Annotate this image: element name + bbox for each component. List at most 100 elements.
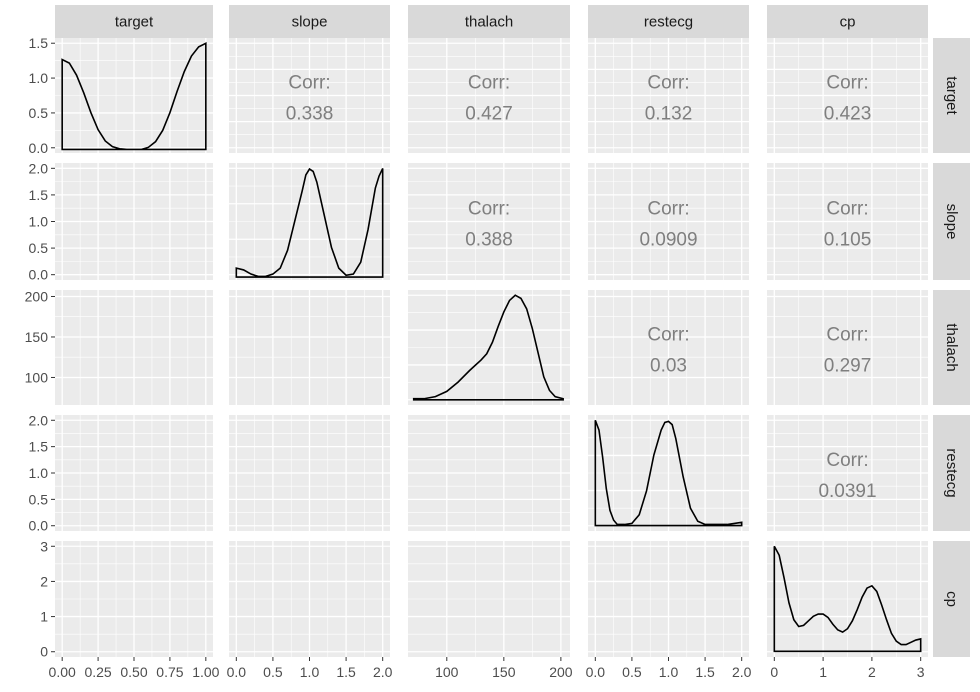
strip-top-target (55, 5, 213, 38)
corr-value: 0.427 (465, 104, 513, 125)
x-tick-label: 0.5 (263, 664, 283, 680)
panel-thalach-slope (229, 290, 390, 405)
panel-thalach-restecg: Corr: 0.03 (588, 290, 749, 405)
density-curve-slope (235, 167, 384, 278)
panel-thalach-cp: Corr: 0.297 (767, 290, 928, 405)
y-tick-label: 1.5 (29, 35, 49, 51)
panel-restecg-thalach (408, 415, 570, 531)
y-tick-label: 1 (40, 609, 48, 625)
panel-target-cp: Corr: 0.423 (767, 38, 928, 153)
density-curve-thalach (412, 294, 564, 401)
strip-top-slope (229, 5, 390, 38)
x-tick-label: 1.5 (336, 664, 356, 680)
corr-label: Corr: (826, 450, 868, 471)
strip-top-label-cp: cp (840, 14, 856, 31)
panel-restecg-target (55, 415, 213, 531)
density-curve-cp (773, 545, 922, 653)
strip-right-label-cp: cp (943, 591, 960, 607)
corr-value: 0.0391 (818, 481, 876, 502)
y-tick-label: 1.5 (29, 187, 49, 203)
panels: Corr: 0.338 Corr: 0.427 Corr: 0.132 Corr: 0.423… (55, 38, 928, 657)
x-tick-label: 1 (819, 664, 827, 680)
x-tick-label: 0.75 (156, 664, 183, 680)
strip-right-restecg (933, 415, 970, 531)
corr-label: Corr: (647, 73, 689, 94)
y-tick-label: 0.0 (29, 140, 49, 156)
x-tick-label: 2.0 (373, 664, 393, 680)
x-tick-label: 1.0 (300, 664, 320, 680)
x-tick-label: 0.5 (622, 664, 642, 680)
corr-label: Corr: (826, 325, 868, 346)
corr-value: 0.0909 (639, 230, 697, 251)
strip-right-target (933, 38, 970, 153)
corr-value: 0.338 (286, 104, 334, 125)
strip-top-thalach (408, 5, 570, 38)
x-tick-label: 0.50 (120, 664, 147, 680)
facet-strips: target slope thalach restecg cp target slope th… (55, 5, 970, 657)
strip-right-cp (933, 541, 970, 657)
x-tick-label: 3 (917, 664, 925, 680)
corr-label: Corr: (647, 325, 689, 346)
panel-cp-restecg (588, 541, 749, 657)
y-tick-label: 100 (25, 369, 49, 385)
y-tick-label: 0.0 (29, 267, 49, 283)
panel-slope-slope (229, 163, 390, 280)
y-tick-label: 0 (40, 644, 48, 660)
x-tick-label: 2 (868, 664, 876, 680)
corr-value: 0.388 (465, 230, 513, 251)
corr-value: 0.105 (824, 230, 872, 251)
y-tick-label: 1.5 (29, 439, 49, 455)
strip-top-cp (767, 5, 928, 38)
panel-slope-cp: Corr: 0.105 (767, 163, 928, 280)
corr-value: 0.132 (645, 104, 693, 125)
y-tick-label: 200 (25, 288, 49, 304)
strip-right-label-slope: slope (943, 204, 960, 240)
corr-value: 0.297 (824, 356, 872, 377)
corr-label: Corr: (826, 199, 868, 220)
corr-label: Corr: (647, 199, 689, 220)
strip-right-label-target: target (943, 76, 960, 115)
density-curve-restecg (594, 419, 743, 527)
panel-target-slope: Corr: 0.338 (229, 38, 390, 153)
corr-label: Corr: (826, 73, 868, 94)
panel-thalach-thalach (408, 290, 570, 405)
panel-cp-slope (229, 541, 390, 657)
y-tick-label: 2.0 (29, 412, 49, 428)
y-tick-label: 0.5 (29, 240, 49, 256)
axes: 0.0 0.5 1.0 1.5 0.0 0.5 1.0 1.5 2.0 100 150 200 0.0 0… (25, 35, 925, 680)
y-tick-label: 1.0 (29, 70, 49, 86)
corr-value: 0.423 (824, 104, 872, 125)
panel-target-target (55, 38, 213, 153)
y-tick-label: 150 (25, 329, 49, 345)
panel-restecg-slope (229, 415, 390, 531)
x-tick-label: 1.5 (695, 664, 715, 680)
y-tick-label: 2.0 (29, 160, 49, 176)
strip-top-label-thalach: thalach (465, 14, 513, 31)
corr-label: Corr: (468, 73, 510, 94)
x-tick-label: 0.0 (227, 664, 247, 680)
panel-target-thalach: Corr: 0.427 (408, 38, 570, 153)
corr-value: 0.03 (650, 356, 687, 377)
y-tick-label: 0.0 (29, 518, 49, 534)
panel-restecg-cp: Corr: 0.0391 (767, 415, 928, 531)
strip-top-label-slope: slope (292, 14, 328, 31)
strip-top-label-target: target (115, 14, 154, 31)
x-tick-label: 200 (549, 664, 573, 680)
panel-target-restecg: Corr: 0.132 (588, 38, 749, 153)
x-tick-label: 0.0 (586, 664, 606, 680)
panel-cp-cp (767, 541, 928, 657)
y-tick-label: 3 (40, 538, 48, 554)
panel-cp-target (55, 541, 213, 657)
x-tick-label: 150 (492, 664, 516, 680)
panel-restecg-restecg (588, 415, 749, 531)
density-curve-target (61, 42, 207, 151)
strip-top-restecg (588, 5, 749, 38)
strip-right-label-restecg: restecg (943, 448, 960, 497)
strip-right-slope (933, 163, 970, 280)
y-tick-label: 1.0 (29, 214, 49, 230)
strip-top-label-restecg: restecg (644, 14, 693, 31)
strip-right-label-thalach: thalach (943, 323, 960, 371)
panel-slope-restecg: Corr: 0.0909 (588, 163, 749, 280)
x-tick-label: 100 (435, 664, 459, 680)
